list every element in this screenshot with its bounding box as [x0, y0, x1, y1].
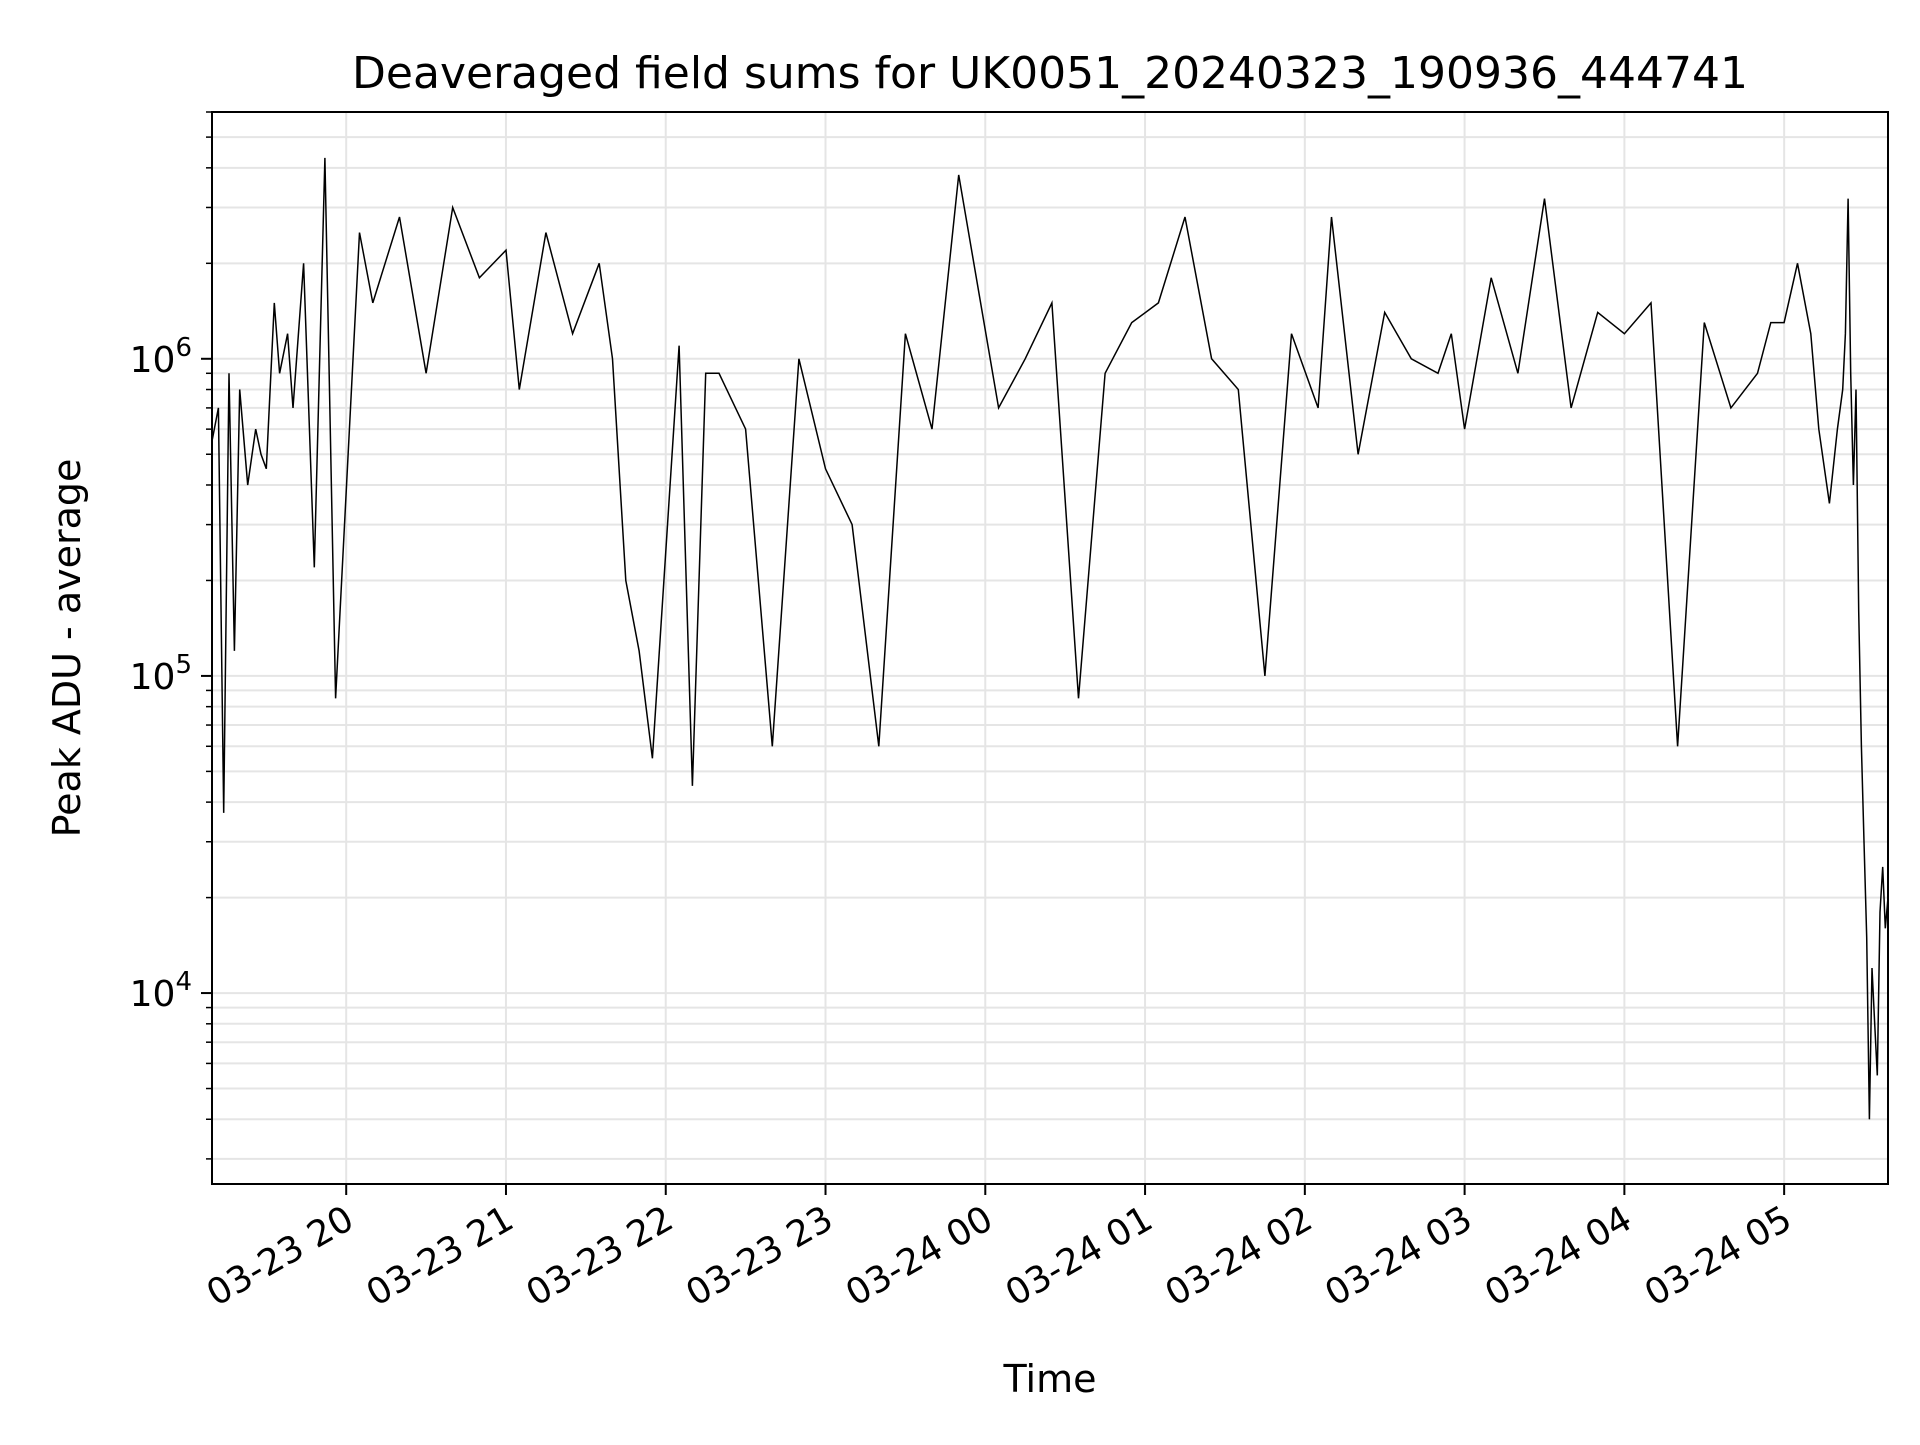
y-tick-label: 106 [130, 333, 192, 381]
grid-layer [212, 111, 1888, 1184]
line-layer [211, 157, 1889, 1120]
y-tick-label: 104 [130, 967, 192, 1015]
x-axis-label: Time [1003, 1357, 1097, 1401]
series-line [211, 157, 1889, 1120]
y-axis-label: Peak ADU - average [45, 459, 89, 838]
chart-title: Deaveraged field sums for UK0051_2024032… [352, 48, 1748, 99]
plot-frame [211, 111, 1889, 1185]
y-tick-label: 105 [130, 650, 192, 698]
